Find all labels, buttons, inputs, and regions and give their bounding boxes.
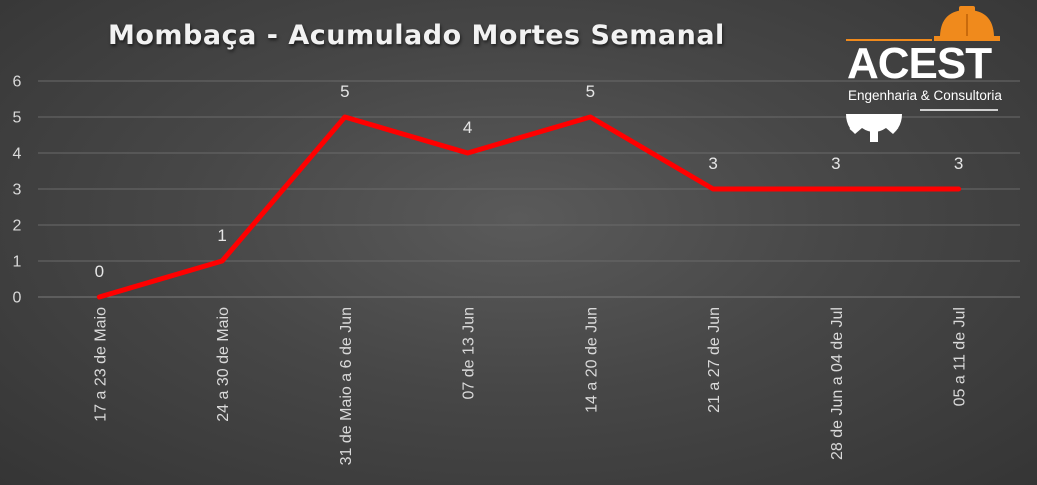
acest-logo: ACEST Engenharia & Consultoria <box>840 6 1010 146</box>
y-tick-label: 4 <box>13 146 22 163</box>
x-tick-label: 05 a 11 de Jul <box>952 307 969 406</box>
data-label: 0 <box>95 262 104 281</box>
y-axis-ticks: 0 1 2 3 4 5 6 <box>13 74 22 307</box>
y-tick-label: 1 <box>13 254 22 271</box>
data-label: 1 <box>217 226 226 245</box>
x-tick-label: 28 de Jun a 04 de Jul <box>829 307 846 460</box>
data-labels: 0 1 5 4 5 3 3 3 <box>95 82 964 281</box>
logo-name: ACEST <box>847 39 992 88</box>
data-label: 4 <box>463 118 472 137</box>
chart-title: Mombaça - Acumulado Mortes Semanal <box>108 20 725 51</box>
data-label: 3 <box>954 154 963 173</box>
y-tick-label: 6 <box>13 74 22 91</box>
x-tick-label: 07 de 13 Jun <box>461 307 478 400</box>
x-axis-ticks: 17 a 23 de Maio 24 a 30 de Maio 31 de Maio… <box>92 307 968 465</box>
data-label: 5 <box>340 82 349 101</box>
series-line-group <box>96 114 962 300</box>
logo-tagline: Engenharia & Consultoria <box>848 88 1002 103</box>
y-tick-label: 0 <box>13 290 22 307</box>
logo-graphic <box>846 6 1000 142</box>
data-label: 3 <box>708 154 717 173</box>
y-tick-label: 3 <box>13 182 22 199</box>
data-label: 3 <box>831 154 840 173</box>
x-tick-label: 31 de Maio a 6 de Jun <box>338 307 355 465</box>
x-tick-label: 21 a 27 de Jun <box>706 307 723 413</box>
y-tick-label: 2 <box>13 218 22 235</box>
y-tick-label: 5 <box>13 110 22 127</box>
data-label: 5 <box>586 82 595 101</box>
series-line <box>96 114 962 300</box>
x-tick-label: 14 a 20 de Jun <box>583 307 600 413</box>
x-tick-label: 24 a 30 de Maio <box>215 307 232 422</box>
gear-icon <box>846 114 902 142</box>
x-tick-label: 17 a 23 de Maio <box>92 307 109 422</box>
